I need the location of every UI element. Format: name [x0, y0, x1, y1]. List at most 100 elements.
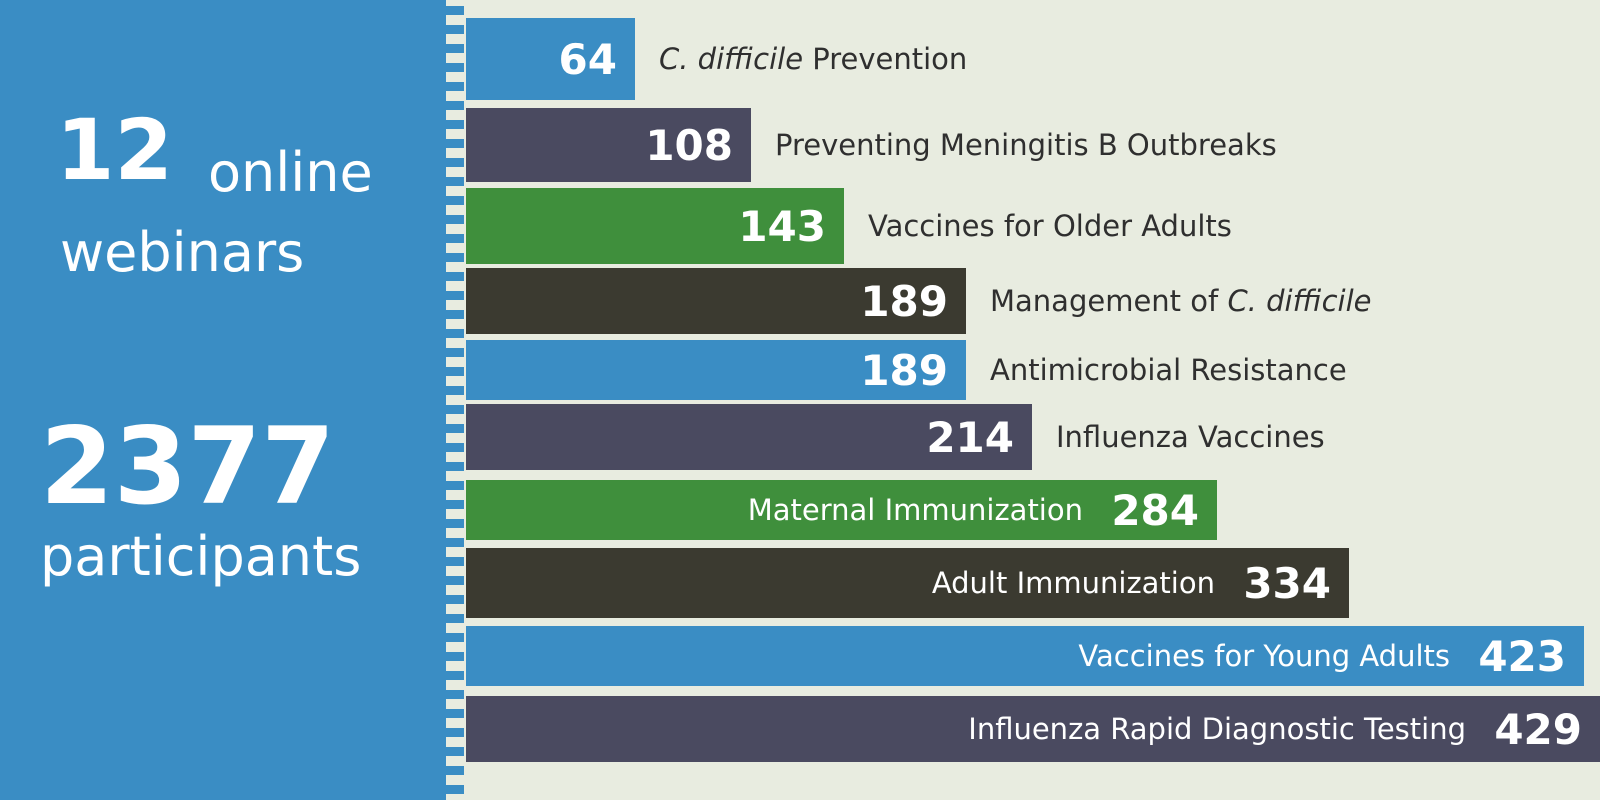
- bar-group: 189 Management of C. difficile: [466, 268, 1371, 334]
- edge-notch: [446, 462, 464, 471]
- bar-label-part: Prevention: [803, 42, 967, 76]
- bar-category-label: Vaccines for Young Adults: [1078, 639, 1450, 673]
- edge-notch: [446, 424, 464, 433]
- edge-notch: [446, 310, 464, 319]
- edge-notch: [446, 576, 464, 585]
- edge-notch: [446, 234, 464, 243]
- bar-label-part: Vaccines for Older Adults: [868, 209, 1232, 243]
- bar-value-label: 284: [1111, 486, 1199, 535]
- bar: [466, 626, 1584, 686]
- webinar-word-webinars: webinars: [60, 221, 305, 284]
- bar-category-label: Influenza Rapid Diagnostic Testing: [968, 712, 1466, 746]
- edge-notch: [446, 44, 464, 53]
- edge-notch: [446, 196, 464, 205]
- edge-notch: [446, 6, 464, 15]
- bar: [466, 108, 751, 182]
- edge-notch: [446, 538, 464, 547]
- edge-notch: [446, 614, 464, 623]
- edge-notch: [446, 253, 464, 262]
- bar-category-label: Management of C. difficile: [990, 284, 1371, 318]
- edge-notch: [446, 652, 464, 661]
- bar-label-part: Antimicrobial Resistance: [990, 353, 1347, 387]
- edge-notch: [446, 158, 464, 167]
- bar-group: 64 C. difficile Prevention: [466, 18, 967, 100]
- edge-notch: [446, 348, 464, 357]
- edge-notch: [446, 519, 464, 528]
- bar: [466, 696, 1600, 762]
- webinar-word-online: online: [208, 141, 373, 204]
- bar-label-part: Vaccines for Young Adults: [1078, 639, 1450, 673]
- bar-group: 429 Influenza Rapid Diagnostic Testing: [466, 696, 1600, 762]
- bar-group: 214 Influenza Vaccines: [466, 404, 1325, 470]
- bar: [466, 404, 1032, 470]
- edge-notch: [446, 481, 464, 490]
- edge-notch: [446, 291, 464, 300]
- edge-notch: [446, 557, 464, 566]
- edge-notch: [446, 386, 464, 395]
- edge-notch: [446, 101, 464, 110]
- bar: [466, 480, 1217, 540]
- edge-notch: [446, 25, 464, 34]
- bar-category-label: Maternal Immunization: [748, 493, 1083, 527]
- bar-label-part: Maternal Immunization: [748, 493, 1083, 527]
- bar-value-label: 108: [645, 121, 733, 170]
- edge-notch: [446, 272, 464, 281]
- edge-notch: [446, 633, 464, 642]
- bar-group: 334 Adult Immunization: [466, 548, 1349, 618]
- edge-notch: [446, 367, 464, 376]
- edge-notch: [446, 329, 464, 338]
- bar-category-label: Adult Immunization: [932, 566, 1215, 600]
- bar-group: 284 Maternal Immunization: [466, 480, 1217, 540]
- bar-category-label: Preventing Meningitis B Outbreaks: [775, 128, 1277, 162]
- edge-notch: [446, 443, 464, 452]
- edge-notch: [446, 215, 464, 224]
- webinar-count: 12: [56, 101, 173, 199]
- edge-notch: [446, 405, 464, 414]
- bar: [466, 548, 1349, 618]
- bar-value-label: 423: [1478, 632, 1566, 681]
- edge-notch: [446, 747, 464, 756]
- edge-notch: [446, 671, 464, 680]
- participant-count: 2377: [40, 405, 336, 528]
- edge-notch: [446, 690, 464, 699]
- edge-notch: [446, 82, 464, 91]
- bar-label-part: C. difficile: [1227, 284, 1371, 318]
- bar-label-part: Adult Immunization: [932, 566, 1215, 600]
- perforated-edge: [446, 0, 466, 800]
- bar: [466, 188, 844, 264]
- bar-label-part: Management of: [990, 284, 1227, 318]
- bar-group: 423 Vaccines for Young Adults: [466, 626, 1584, 686]
- bar: [466, 268, 966, 334]
- bar-value-label: 64: [559, 35, 617, 84]
- participant-word: participants: [40, 525, 362, 588]
- edge-notch: [446, 728, 464, 737]
- bar-value-label: 429: [1494, 705, 1582, 754]
- bar-value-label: 189: [860, 277, 948, 326]
- bar-group: 108 Preventing Meningitis B Outbreaks: [466, 108, 1277, 182]
- bar-category-label: Antimicrobial Resistance: [990, 353, 1347, 387]
- stats-panel: [0, 0, 446, 800]
- bar: [466, 340, 966, 400]
- bar-value-label: 214: [926, 413, 1014, 462]
- bar-group: 143 Vaccines for Older Adults: [466, 188, 1232, 264]
- edge-notch: [446, 500, 464, 509]
- bar-label-part: Preventing Meningitis B Outbreaks: [775, 128, 1277, 162]
- bar-label-part: Influenza Vaccines: [1056, 420, 1325, 454]
- bar-category-label: C. difficile Prevention: [659, 42, 967, 76]
- bar: [466, 18, 635, 100]
- edge-notch: [446, 177, 464, 186]
- edge-notch: [446, 595, 464, 604]
- bar-label-part: C. difficile: [659, 42, 803, 76]
- edge-notch: [446, 709, 464, 718]
- edge-notch: [446, 120, 464, 129]
- edge-notch: [446, 139, 464, 148]
- bar-value-label: 334: [1243, 559, 1331, 608]
- bar-value-label: 189: [860, 346, 948, 395]
- bar-label-part: Influenza Rapid Diagnostic Testing: [968, 712, 1466, 746]
- edge-notch: [446, 785, 464, 794]
- bar-group: 189 Antimicrobial Resistance: [466, 340, 1347, 400]
- bar-category-label: Vaccines for Older Adults: [868, 209, 1232, 243]
- edge-notch: [446, 766, 464, 775]
- bar-value-label: 143: [738, 202, 826, 251]
